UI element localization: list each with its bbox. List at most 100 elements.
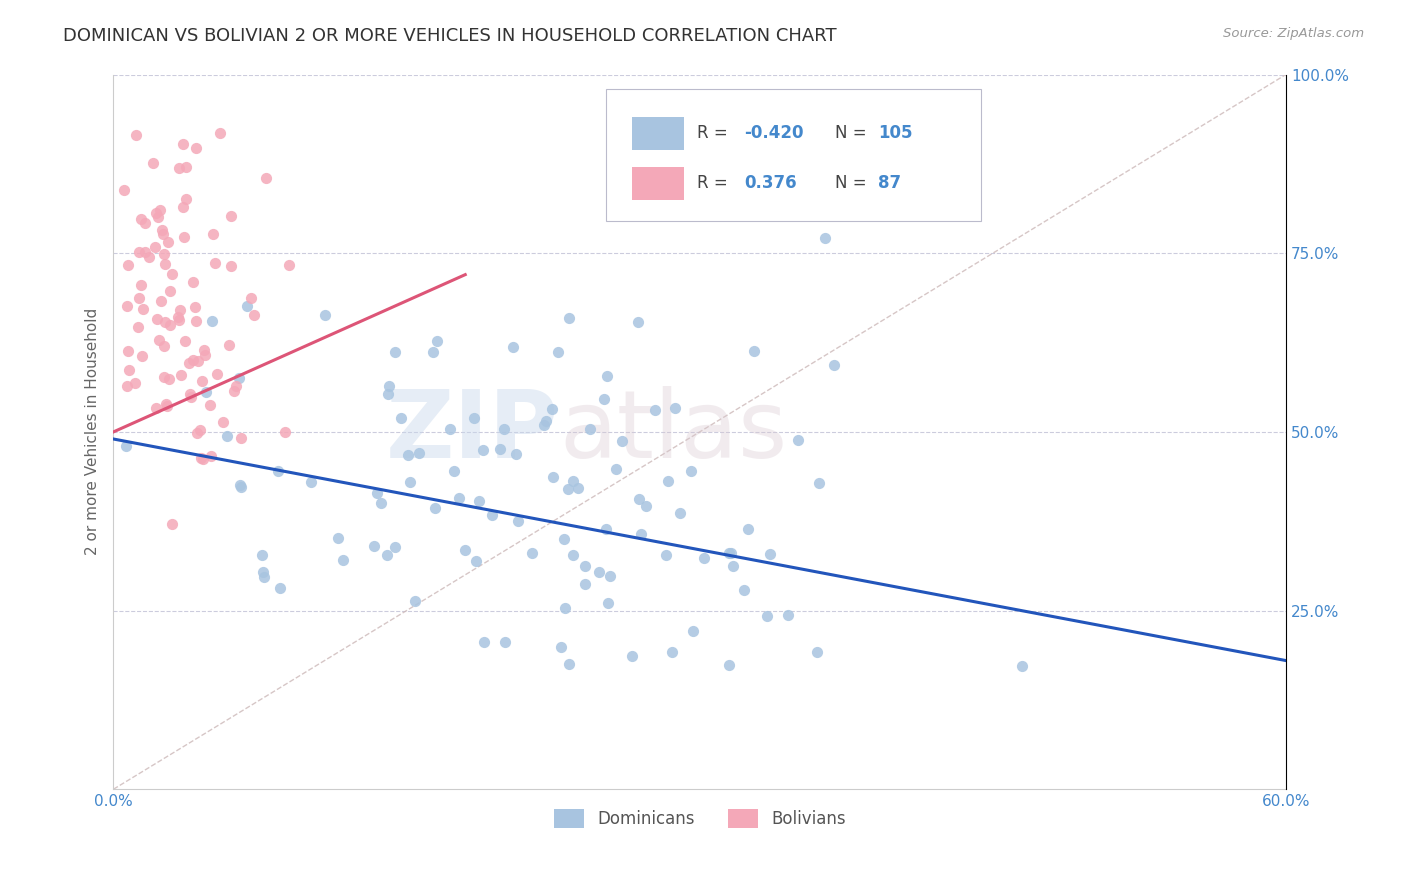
Point bbox=[166, 310, 188, 324]
Point bbox=[124, 376, 146, 391]
Point bbox=[595, 522, 617, 536]
Point bbox=[534, 414, 557, 428]
Text: Source: ZipAtlas.com: Source: ZipAtlas.com bbox=[1223, 27, 1364, 40]
Point bbox=[219, 259, 242, 273]
Point bbox=[422, 345, 444, 359]
Point bbox=[661, 645, 683, 659]
Point bbox=[366, 486, 388, 500]
FancyBboxPatch shape bbox=[606, 89, 981, 221]
Point bbox=[567, 481, 589, 495]
Point bbox=[142, 155, 165, 169]
Point bbox=[655, 549, 678, 563]
Text: DOMINICAN VS BOLIVIAN 2 OR MORE VEHICLES IN HOUSEHOLD CORRELATION CHART: DOMINICAN VS BOLIVIAN 2 OR MORE VEHICLES… bbox=[63, 27, 837, 45]
Point bbox=[505, 447, 527, 461]
Point bbox=[193, 343, 215, 358]
Point bbox=[465, 554, 488, 568]
Point bbox=[807, 476, 830, 491]
Point bbox=[554, 601, 576, 615]
Point bbox=[593, 392, 616, 407]
Point bbox=[605, 462, 627, 476]
Point bbox=[681, 464, 703, 478]
Y-axis label: 2 or more Vehicles in Household: 2 or more Vehicles in Household bbox=[86, 309, 100, 556]
Point bbox=[541, 470, 564, 484]
Point bbox=[520, 546, 543, 560]
Point bbox=[138, 250, 160, 264]
Point bbox=[332, 553, 354, 567]
Point bbox=[733, 583, 755, 598]
Point bbox=[183, 300, 205, 314]
Point bbox=[145, 206, 167, 220]
Point bbox=[588, 566, 610, 580]
Point bbox=[222, 384, 245, 398]
Point bbox=[267, 464, 290, 478]
Point bbox=[194, 348, 217, 362]
Point bbox=[150, 223, 173, 237]
Point bbox=[146, 311, 169, 326]
Point bbox=[778, 607, 800, 622]
Point bbox=[378, 378, 401, 392]
Point bbox=[229, 431, 252, 445]
Point bbox=[195, 385, 218, 400]
Point bbox=[399, 475, 422, 490]
Point bbox=[693, 550, 716, 565]
Point bbox=[190, 423, 212, 437]
Point bbox=[157, 372, 180, 386]
Point bbox=[488, 442, 510, 457]
Point bbox=[627, 314, 650, 328]
Point bbox=[153, 370, 176, 384]
Point bbox=[439, 422, 461, 436]
Point bbox=[156, 399, 179, 413]
Point bbox=[720, 546, 742, 560]
Point bbox=[128, 245, 150, 260]
Point bbox=[187, 354, 209, 368]
Point bbox=[787, 433, 810, 447]
Point bbox=[718, 546, 741, 560]
Text: R =: R = bbox=[697, 124, 734, 142]
Point bbox=[146, 210, 169, 224]
Point bbox=[160, 268, 183, 282]
FancyBboxPatch shape bbox=[631, 168, 685, 200]
Point bbox=[472, 442, 495, 457]
Point bbox=[541, 401, 564, 416]
Text: R =: R = bbox=[697, 174, 734, 192]
Point bbox=[621, 648, 644, 663]
Text: N =: N = bbox=[835, 174, 872, 192]
Point bbox=[118, 363, 141, 377]
Point bbox=[481, 508, 503, 522]
Point bbox=[218, 338, 240, 352]
Point bbox=[177, 356, 200, 370]
Point bbox=[375, 548, 398, 562]
Point bbox=[299, 475, 322, 490]
Point bbox=[219, 209, 242, 223]
Point bbox=[148, 333, 170, 347]
Point bbox=[129, 277, 152, 292]
Point bbox=[191, 374, 214, 388]
Point bbox=[557, 310, 579, 325]
Point bbox=[174, 192, 197, 206]
Point bbox=[426, 334, 449, 348]
Text: N =: N = bbox=[835, 124, 872, 142]
Point bbox=[823, 358, 845, 372]
Point bbox=[229, 480, 252, 494]
Point bbox=[131, 349, 153, 363]
Point bbox=[595, 368, 617, 383]
Point bbox=[179, 387, 201, 401]
FancyBboxPatch shape bbox=[631, 118, 685, 150]
Point bbox=[252, 565, 274, 579]
Point bbox=[155, 396, 177, 410]
Point bbox=[167, 161, 190, 175]
Point bbox=[152, 247, 174, 261]
Point bbox=[173, 230, 195, 244]
Point bbox=[169, 303, 191, 318]
Point bbox=[250, 548, 273, 562]
Point bbox=[198, 398, 221, 412]
Point bbox=[278, 258, 301, 272]
Point bbox=[553, 533, 575, 547]
Point bbox=[225, 379, 247, 393]
Point bbox=[167, 313, 190, 327]
Point bbox=[181, 353, 204, 368]
Point bbox=[718, 657, 741, 672]
Point bbox=[254, 171, 277, 186]
Point bbox=[186, 426, 208, 441]
Point bbox=[273, 425, 295, 440]
